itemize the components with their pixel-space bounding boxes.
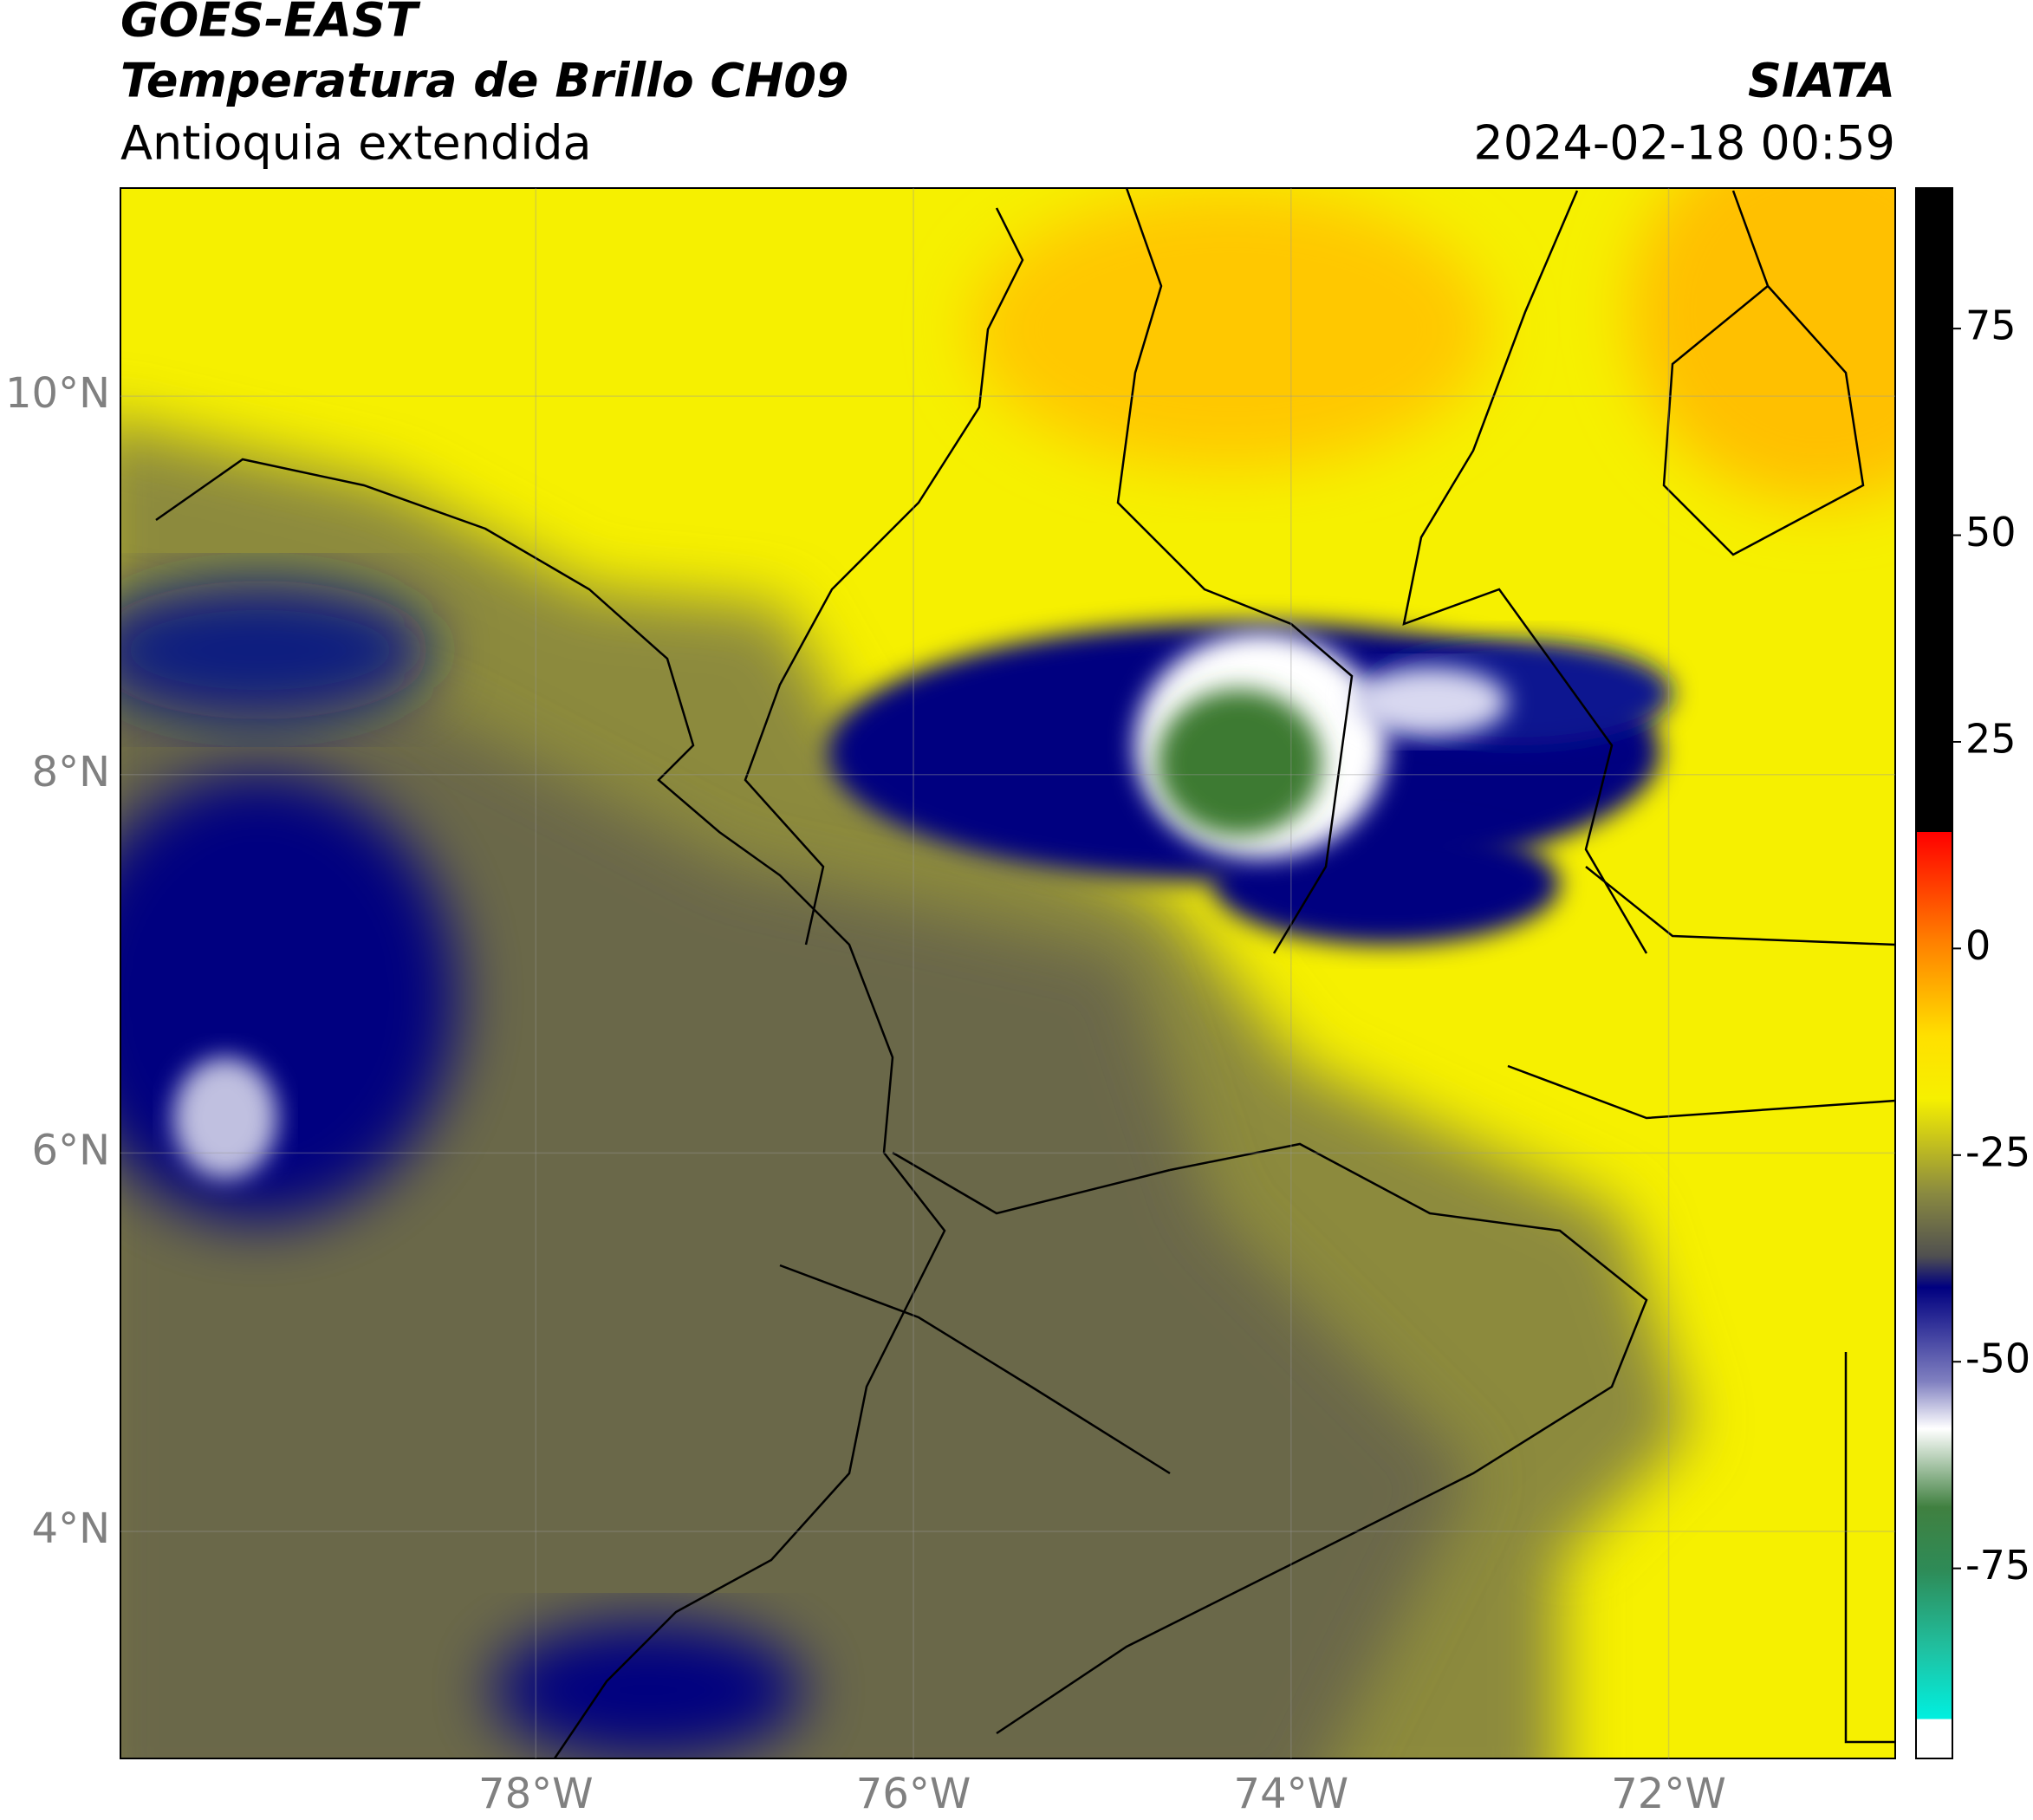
agency: SIATA — [1748, 54, 1895, 108]
product: Temperatura de Brillo CH09 — [120, 54, 849, 108]
satellite: GOES-EAST — [120, 0, 421, 48]
datetime: 2024-02-18 00:59 — [1473, 116, 1895, 171]
x-tick-label: 76°W — [856, 1770, 971, 1818]
map-frame — [120, 187, 1896, 1759]
colorbar-tick-label: -50 — [1965, 1336, 2030, 1382]
y-tick-label: 6°N — [32, 1126, 110, 1174]
satellite-image — [120, 188, 1895, 1758]
region: Antioquia extendida — [120, 116, 592, 171]
colorbar — [1915, 187, 1953, 1759]
colorbar-tick-label: -75 — [1965, 1542, 2030, 1589]
x-tick-label: 74°W — [1234, 1770, 1349, 1818]
y-tick-label: 4°N — [32, 1505, 110, 1553]
y-tick-label: 10°N — [5, 369, 110, 418]
colorbar-tick-label: 0 — [1965, 922, 1991, 969]
colorbar-tick-label: 75 — [1965, 302, 2017, 349]
y-tick-label: 8°N — [32, 748, 110, 796]
x-tick-label: 78°W — [478, 1770, 594, 1818]
colorbar-tick-label: 50 — [1965, 509, 2017, 556]
colorbar-tick-label: -25 — [1965, 1128, 2030, 1175]
colorbar-tick-label: 25 — [1965, 715, 2017, 762]
x-tick-label: 72°W — [1611, 1770, 1726, 1818]
